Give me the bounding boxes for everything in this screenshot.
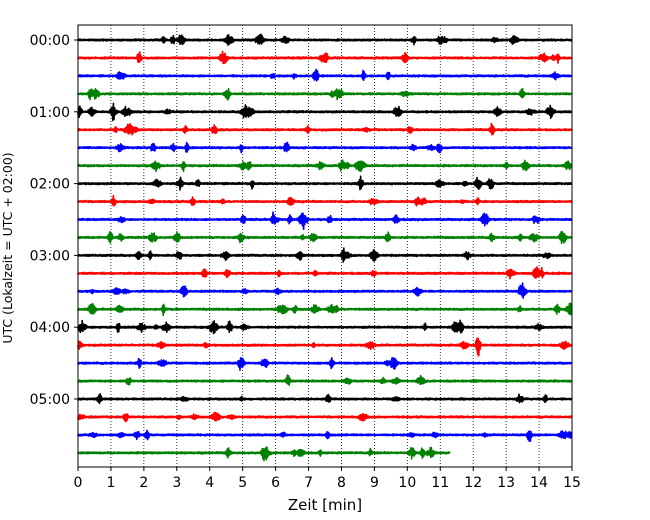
- x-tick-label: 8: [337, 475, 346, 491]
- y-tick-label: 04:00: [30, 320, 70, 336]
- trace-02-30: [77, 211, 573, 231]
- trace-01-45: [77, 159, 573, 173]
- x-tick-label: 6: [271, 475, 280, 491]
- trace-05-15: [77, 411, 573, 423]
- y-axis: 00:00 01:00 02:00 03:00 04:00 05:00: [30, 33, 78, 408]
- trace-03-15: [77, 266, 573, 280]
- trace-02-00: [77, 175, 573, 191]
- trace-05-30: [77, 429, 573, 443]
- trace-01-15: [77, 122, 573, 136]
- trace-05-00: [77, 392, 573, 405]
- x-tick-label: 14: [530, 475, 548, 491]
- trace-00-15: [77, 50, 573, 65]
- y-tick-label: 03:00: [30, 248, 70, 264]
- trace-03-00: [77, 247, 573, 263]
- x-tick-label: 3: [172, 475, 181, 491]
- x-tick-label: 10: [398, 475, 416, 491]
- trace-00-30: [77, 68, 573, 82]
- trace-00-00: [77, 33, 573, 46]
- trace-04-00: [77, 319, 573, 335]
- trace-01-00: [77, 102, 573, 122]
- x-tick-label: 1: [106, 475, 115, 491]
- x-tick-label: 12: [464, 475, 482, 491]
- x-tick-label: 7: [304, 475, 313, 491]
- x-tick-label: 13: [497, 475, 515, 491]
- y-tick-label: 00:00: [30, 33, 70, 49]
- trace-02-45: [77, 230, 573, 244]
- trace-04-15: [77, 337, 573, 357]
- x-tick-label: 4: [205, 475, 214, 491]
- trace-03-30: [77, 282, 573, 299]
- trace-05-45: [77, 446, 451, 462]
- x-tick-label: 15: [563, 475, 581, 491]
- trace-04-30: [77, 356, 573, 371]
- x-tick-label: 0: [74, 475, 83, 491]
- x-tick-label: 9: [370, 475, 379, 491]
- trace-03-45: [77, 302, 573, 317]
- trace-04-45: [77, 374, 573, 386]
- y-tick-label: 05:00: [30, 392, 70, 408]
- x-axis-label: Zeit [min]: [288, 496, 362, 514]
- y-tick-label: 02:00: [30, 177, 70, 193]
- plot-frame: [77, 24, 573, 468]
- x-tick-label: 2: [139, 475, 148, 491]
- trace-01-30: [77, 141, 573, 154]
- y-tick-label: 01:00: [30, 105, 70, 121]
- trace-group: [77, 33, 573, 462]
- x-tick-label: 11: [431, 475, 449, 491]
- trace-00-45: [77, 87, 573, 101]
- x-tick-label: 5: [238, 475, 247, 491]
- x-axis: 0 1 2 3 4 5 6 7 8 9 10 11 12 13 14 15: [74, 467, 581, 491]
- trace-02-15: [77, 194, 573, 207]
- y-axis-label: UTC (Lokalzeit = UTC + 02:00): [0, 152, 15, 343]
